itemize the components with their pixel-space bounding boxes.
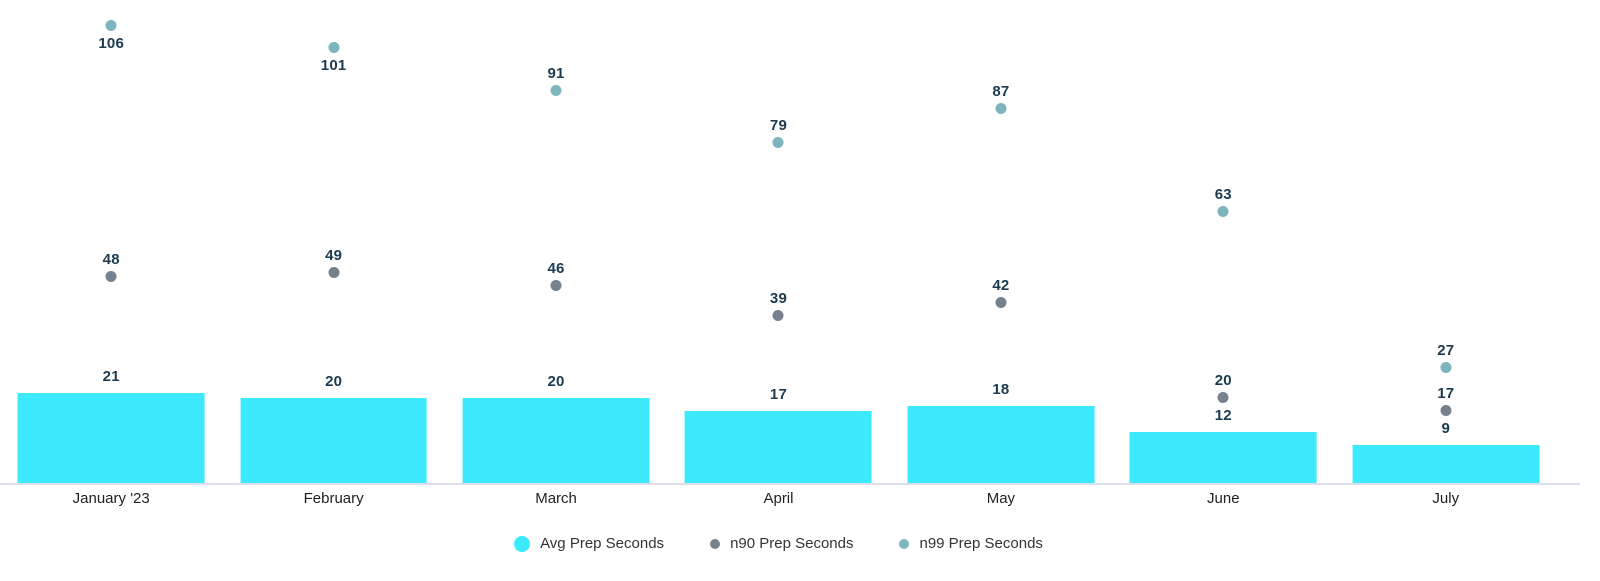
n99-prep-seconds-value-label: 87 bbox=[992, 82, 1010, 100]
n90-prep-seconds-value-label: 49 bbox=[325, 246, 343, 264]
n90-prep-seconds-value-label: 48 bbox=[102, 251, 120, 269]
avg-prep-seconds-legend-marker-icon bbox=[514, 536, 531, 552]
n99-prep-seconds-value-label: 79 bbox=[769, 117, 788, 135]
legend-item-n99-prep-seconds[interactable]: n99 Prep Seconds bbox=[899, 534, 1043, 554]
avg-prep-seconds-value-label: 17 bbox=[769, 385, 788, 403]
n99-prep-seconds-legend-marker-icon bbox=[899, 539, 910, 549]
n99-prep-seconds-value-label: 101 bbox=[320, 57, 347, 75]
n90-prep-seconds-value-label: 42 bbox=[992, 277, 1010, 294]
legend-label: Avg Prep Seconds bbox=[540, 535, 665, 552]
avg-prep-seconds-value-label: 18 bbox=[992, 381, 1010, 399]
x-axis-label: March bbox=[535, 490, 577, 507]
avg-prep-seconds-bar[interactable] bbox=[1129, 432, 1317, 484]
n90-prep-seconds-point[interactable] bbox=[1217, 392, 1229, 404]
legend: Avg Prep Seconds n90 Prep Seconds n99 Prep… bbox=[0, 532, 1557, 556]
avg-prep-seconds-bar[interactable] bbox=[1352, 445, 1540, 484]
n90-prep-seconds-legend-marker-icon bbox=[710, 539, 721, 549]
n99-prep-seconds-value-label: 91 bbox=[547, 65, 565, 83]
n90-prep-seconds-point[interactable] bbox=[550, 279, 562, 291]
n90-prep-seconds-value-label: 17 bbox=[1437, 385, 1455, 403]
n90-prep-seconds-value-label: 46 bbox=[547, 259, 565, 277]
legend-item-n90-prep-seconds[interactable]: n90 Prep Seconds bbox=[710, 534, 853, 554]
n90-prep-seconds-point[interactable] bbox=[772, 309, 784, 321]
chart-column: 17 39 79 bbox=[667, 0, 889, 484]
n99-prep-seconds-point[interactable] bbox=[105, 20, 117, 32]
x-axis-labels: January '23 February March April May June July bbox=[0, 489, 1557, 509]
avg-prep-seconds-bar[interactable] bbox=[907, 406, 1095, 484]
avg-prep-seconds-value-label: 12 bbox=[1214, 407, 1232, 425]
chart-column: 20 49 101 bbox=[222, 0, 444, 484]
n90-prep-seconds-point[interactable] bbox=[328, 266, 340, 278]
n99-prep-seconds-point[interactable] bbox=[772, 137, 784, 149]
n99-prep-seconds-value-label: 63 bbox=[1214, 186, 1232, 204]
n99-prep-seconds-point[interactable] bbox=[328, 42, 340, 54]
x-axis-label: February bbox=[303, 490, 364, 507]
avg-prep-seconds-value-label: 20 bbox=[547, 372, 565, 390]
avg-prep-seconds-value-label: 9 bbox=[1441, 420, 1451, 438]
avg-prep-seconds-bar[interactable] bbox=[685, 410, 872, 484]
legend-label: n90 Prep Seconds bbox=[730, 535, 854, 552]
n99-prep-seconds-value-label: 27 bbox=[1437, 341, 1455, 359]
x-axis-label: May bbox=[986, 490, 1016, 507]
n99-prep-seconds-point[interactable] bbox=[995, 102, 1007, 114]
legend-label: n99 Prep Seconds bbox=[919, 535, 1043, 552]
chart-column: 18 42 87 bbox=[890, 0, 1112, 484]
n99-prep-seconds-point[interactable] bbox=[1217, 206, 1229, 218]
x-axis-label: June bbox=[1207, 490, 1240, 507]
chart-column: 9 17 27 bbox=[1335, 0, 1557, 484]
avg-prep-seconds-value-label: 21 bbox=[102, 368, 120, 386]
n99-prep-seconds-point[interactable] bbox=[1440, 361, 1452, 373]
n90-prep-seconds-point[interactable] bbox=[105, 271, 117, 283]
n90-prep-seconds-point[interactable] bbox=[995, 297, 1007, 308]
chart-column: 20 46 91 bbox=[445, 0, 667, 484]
avg-prep-seconds-bar[interactable] bbox=[17, 393, 205, 484]
n90-prep-seconds-value-label: 20 bbox=[1214, 372, 1232, 390]
chart-column: 21 48 106 bbox=[0, 0, 222, 484]
avg-prep-seconds-bar[interactable] bbox=[240, 397, 428, 484]
x-axis-label: April bbox=[763, 490, 794, 507]
n99-prep-seconds-point[interactable] bbox=[550, 85, 562, 97]
avg-prep-seconds-bar[interactable] bbox=[462, 397, 650, 484]
x-axis-line bbox=[0, 483, 1580, 485]
chart-column: 12 20 63 bbox=[1112, 0, 1334, 484]
n90-prep-seconds-value-label: 39 bbox=[769, 289, 788, 307]
n90-prep-seconds-point[interactable] bbox=[1440, 405, 1452, 417]
legend-item-avg-prep-seconds[interactable]: Avg Prep Seconds bbox=[514, 534, 664, 554]
n99-prep-seconds-value-label: 106 bbox=[98, 35, 125, 53]
avg-prep-seconds-value-label: 20 bbox=[325, 372, 343, 390]
x-axis-label: July bbox=[1432, 490, 1460, 507]
x-axis-label: January '23 bbox=[72, 490, 150, 507]
plot-area: 21 48 106 20 49 101 20 46 91 17 39 79 18 42 87 12 20 63 9 1… bbox=[0, 0, 1557, 484]
